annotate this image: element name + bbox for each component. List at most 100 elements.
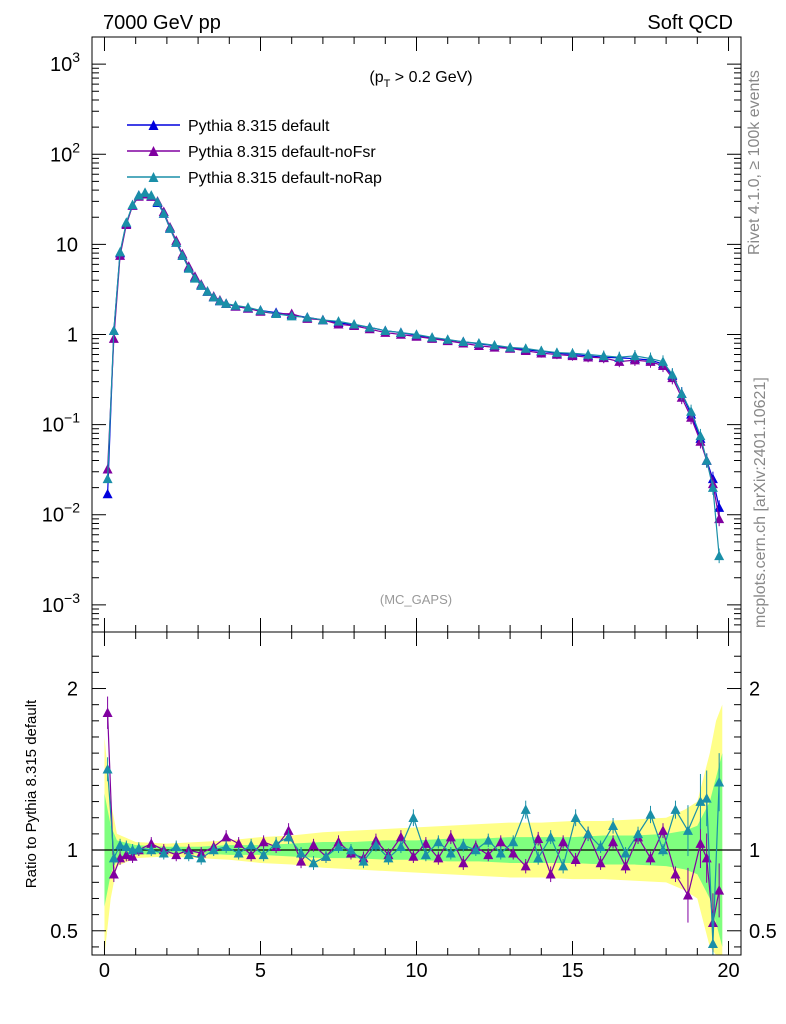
ratio-data-point (570, 854, 581, 864)
ratio-data-point (233, 848, 244, 858)
ratio-data-point (358, 856, 369, 866)
main-data-point (102, 488, 113, 499)
ratio-data-point (208, 844, 219, 855)
main-data-point (614, 351, 625, 362)
main-data-point (102, 473, 113, 484)
ratio-data-point (133, 843, 144, 853)
ratio-data-point (657, 844, 668, 855)
main-data-point (196, 280, 207, 290)
legend-entry-nofsr: Pythia 8.315 default-noFsr (127, 144, 376, 161)
ratio-data-point (308, 857, 319, 868)
ratio-data-point (102, 764, 113, 774)
ratio-data-point (633, 828, 644, 839)
ratio-data-point (608, 820, 619, 831)
main-x-ticks (103, 37, 730, 632)
ratio-y-tick-label-right: 2 (749, 679, 760, 701)
main-data-point (676, 388, 687, 399)
legend-label-default: Pythia 8.315 default (188, 118, 330, 135)
ratio-x-tick-label: 15 (561, 960, 583, 982)
ratio-data-point (620, 848, 631, 858)
main-series-group (102, 187, 725, 564)
ratio-data-point (682, 825, 693, 835)
main-data-point (380, 325, 391, 336)
ratio-data-point (171, 841, 182, 852)
ratio-data-point (558, 836, 569, 847)
legend-marker-norap (148, 172, 159, 182)
ratio-outer-band (104, 704, 723, 955)
ratio-data-point (308, 839, 319, 850)
main-data-point (489, 339, 500, 350)
main-data-point (364, 322, 375, 332)
rivet-label: Rivet 4.1.0, ≥ 100k events (746, 70, 763, 255)
ratio-data-point (420, 838, 431, 848)
ratio-data-point (645, 809, 656, 819)
ratio-data-point (258, 836, 269, 847)
ratio-data-point (246, 849, 257, 860)
ratio-data-point (570, 812, 581, 822)
ratio-data-point (333, 841, 344, 852)
ratio-data-point (520, 804, 531, 814)
ratio-data-point (495, 836, 506, 847)
ratio-data-point (714, 776, 725, 787)
main-data-point (243, 302, 254, 312)
ratio-data-point (370, 839, 381, 850)
ratio-x-tick-label: 0 (99, 960, 110, 982)
ratio-data-point (433, 836, 444, 847)
main-data-point (255, 305, 266, 315)
main-y-tick-label: 102 (50, 139, 80, 166)
ratio-data-point (108, 852, 119, 863)
main-data-point (214, 295, 225, 306)
main-data-point (520, 343, 531, 353)
ratio-data-point (595, 857, 606, 868)
ratio-data-point (608, 836, 619, 847)
main-data-point (411, 329, 422, 339)
ratio-data-point (458, 839, 469, 850)
ratio-data-point (545, 831, 556, 842)
main-data-point (158, 208, 169, 218)
main-data-point (127, 199, 138, 210)
header-right: Soft QCD (647, 12, 733, 34)
ratio-data-point (321, 851, 332, 861)
ratio-data-point (483, 849, 494, 860)
ratio-data-point (102, 707, 113, 717)
ratio-data-point (458, 857, 469, 868)
main-data-point (230, 300, 241, 310)
main-data-point (458, 336, 469, 347)
main-data-point (667, 369, 678, 379)
ratio-data-point (445, 848, 456, 858)
ratio-data-point (533, 833, 544, 843)
main-data-point (686, 406, 697, 416)
ratio-data-point (296, 848, 307, 858)
ratio-data-point (495, 848, 506, 858)
main-data-point (583, 349, 594, 359)
main-data-point (317, 314, 328, 325)
ratio-data-point (520, 860, 531, 871)
main-data-point (271, 308, 282, 318)
ratio-data-point (420, 849, 431, 860)
main-data-point (551, 347, 562, 357)
ratio-data-point (108, 869, 119, 879)
ratio-data-point (408, 851, 419, 861)
ratio-data-point (121, 849, 132, 860)
ratio-data-point (383, 852, 394, 863)
legend-entry-norap: Pythia 8.315 default-noRap (127, 170, 382, 187)
main-data-point (115, 246, 126, 257)
main-y-tick-label: 10−2 (42, 500, 80, 527)
ratio-data-point (171, 849, 182, 860)
ratio-data-point (707, 938, 718, 948)
ratio-y-ticks: 0.5 0.5 1 1 2 2 (50, 655, 777, 948)
main-data-point (133, 190, 144, 200)
main-title: (pT > 0.2 GeV) (369, 69, 472, 90)
main-data-point (629, 350, 640, 361)
main-data-point (121, 217, 132, 227)
ratio-data-point (645, 852, 656, 863)
ratio-data-point (233, 838, 244, 848)
ratio-data-point (657, 825, 668, 835)
ratio-data-point (670, 869, 681, 879)
main-y-tick-label: 1 (67, 325, 78, 347)
ratio-data-point (345, 844, 356, 855)
main-y-tick-label: 10−3 (42, 590, 80, 617)
ratio-data-point (483, 835, 494, 845)
